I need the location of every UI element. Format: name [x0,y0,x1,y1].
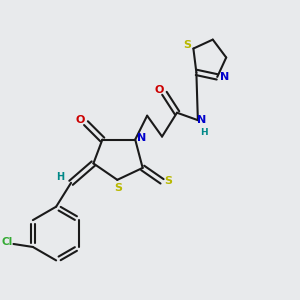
Text: H: H [201,128,208,136]
Text: S: S [115,183,122,193]
Text: O: O [76,115,85,124]
Text: S: S [183,40,191,50]
Text: Cl: Cl [1,238,13,248]
Text: N: N [197,115,207,124]
Text: O: O [154,85,164,95]
Text: N: N [220,73,230,82]
Text: N: N [137,134,146,143]
Text: S: S [165,176,172,186]
Text: H: H [56,172,64,182]
